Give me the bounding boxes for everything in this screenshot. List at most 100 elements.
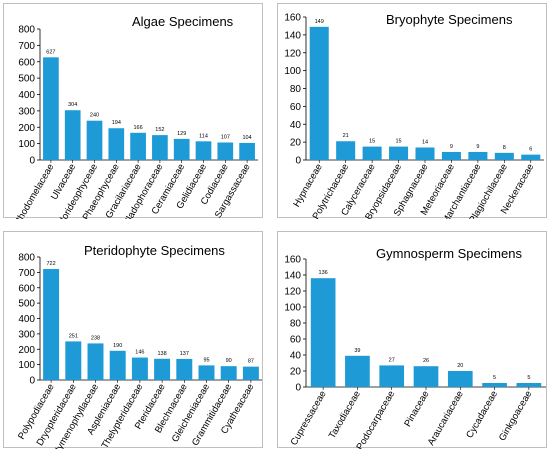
- bar: [176, 358, 193, 380]
- data-label: 627: [46, 49, 55, 55]
- bar: [494, 152, 514, 160]
- y-tick-label: 100: [284, 66, 301, 77]
- y-tick-label: 80: [290, 319, 302, 330]
- y-tick-label: 700: [18, 268, 35, 279]
- y-tick-label: 0: [29, 156, 35, 167]
- y-tick-label: 200: [18, 123, 35, 134]
- data-label: 15: [369, 139, 375, 145]
- y-tick-label: 300: [18, 106, 35, 117]
- y-tick-label: 300: [18, 329, 35, 340]
- bar: [447, 371, 473, 387]
- x-tick-label: Rhodomelaceae: [12, 162, 56, 219]
- bar: [64, 110, 81, 160]
- y-tick-label: 100: [18, 360, 35, 371]
- y-tick-label: 140: [284, 30, 301, 41]
- data-label: 14: [422, 139, 428, 145]
- chart-svg: Pteridophyte Specimens 0 100 200 300 400 500 60…: [16, 243, 262, 449]
- bar: [239, 142, 255, 160]
- data-label: 9: [476, 144, 479, 150]
- data-label: 104: [243, 135, 252, 141]
- bar: [482, 383, 507, 387]
- data-label: 137: [180, 351, 189, 357]
- bar: [336, 141, 356, 160]
- bar: [195, 141, 212, 160]
- y-tick-label: 160: [284, 255, 301, 266]
- data-label: 166: [134, 125, 143, 131]
- data-label: 87: [248, 359, 254, 365]
- data-label: 238: [91, 335, 100, 341]
- data-label: 21: [343, 133, 349, 139]
- y-tick-label: 200: [18, 345, 35, 356]
- data-label: 114: [199, 133, 208, 139]
- bar: [516, 383, 542, 387]
- chart-title: Pteridophyte Specimens: [84, 243, 225, 258]
- y-tick-label: 100: [18, 139, 35, 150]
- bar: [389, 146, 409, 160]
- data-label: 9: [450, 144, 453, 150]
- bar: [309, 26, 329, 160]
- y-tick-label: 600: [18, 283, 35, 294]
- chart-title: Gymnosperm Specimens: [376, 246, 522, 261]
- chart-panel-bryophyte: Bryophyte Specimens 0 20 40 60 80 100 120 140 160…: [277, 3, 547, 219]
- data-label: 15: [395, 139, 401, 145]
- y-tick-label: 800: [18, 253, 35, 264]
- bar: [130, 132, 146, 160]
- data-label: 129: [177, 131, 186, 137]
- y-tick-label: 20: [290, 138, 302, 149]
- bar: [521, 154, 541, 160]
- data-label: 251: [69, 333, 78, 339]
- chart-svg: Gymnosperm Specimens 0 20 40 60 80 100 120 140 16…: [284, 246, 546, 449]
- y-tick-label: 800: [18, 25, 35, 36]
- chart-svg: Bryophyte Specimens 0 20 40 60 80 100 120 140 160…: [284, 12, 544, 219]
- data-label: 190: [113, 343, 122, 349]
- bar: [345, 355, 370, 387]
- data-label: 26: [423, 358, 429, 364]
- bar: [43, 268, 60, 380]
- chart-svg: Algae Specimens 0 100 200 300 400 500 600 700 800…: [12, 14, 258, 219]
- bar: [154, 358, 171, 380]
- bar: [152, 135, 168, 160]
- bar: [198, 365, 215, 380]
- y-tick-label: 60: [290, 102, 302, 113]
- bar: [87, 343, 104, 380]
- bar: [43, 57, 59, 160]
- bar: [310, 278, 336, 387]
- y-tick-label: 40: [290, 351, 302, 362]
- y-tick-label: 700: [18, 41, 35, 52]
- data-label: 8: [503, 145, 506, 151]
- y-tick-label: 0: [295, 383, 301, 394]
- bar: [173, 138, 190, 160]
- y-tick-label: 100: [284, 303, 301, 314]
- chart-panel-pteridophyte: Pteridophyte Specimens 0 100 200 300 400 500 60…: [3, 231, 263, 449]
- data-label: 194: [112, 120, 121, 126]
- y-tick-label: 140: [284, 271, 301, 282]
- y-tick-label: 0: [295, 156, 301, 167]
- bar: [86, 120, 103, 160]
- bar: [109, 350, 126, 380]
- bar: [379, 365, 405, 387]
- y-tick-label: 40: [290, 120, 302, 131]
- y-tick-label: 500: [18, 74, 35, 85]
- y-tick-label: 80: [290, 84, 302, 95]
- x-tick-label: Taxodiaceae: [327, 389, 363, 441]
- x-tick-label: Cycadaceae: [464, 389, 500, 440]
- x-tick-label: Pinaceae: [402, 389, 431, 429]
- bar: [362, 146, 382, 160]
- data-label: 95: [203, 357, 209, 363]
- data-label: 39: [354, 348, 360, 354]
- x-tick-label: Araucariaceae: [426, 389, 466, 448]
- chart-title: Bryophyte Specimens: [386, 12, 513, 27]
- data-label: 240: [90, 113, 99, 119]
- data-label: 6: [529, 147, 532, 153]
- bar: [217, 142, 234, 160]
- y-tick-label: 20: [290, 367, 302, 378]
- chart-panel-gymnosperm: Gymnosperm Specimens 0 20 40 60 80 100 120 140 16…: [277, 231, 547, 449]
- data-label: 5: [493, 375, 496, 381]
- y-tick-label: 400: [18, 314, 35, 325]
- x-tick-label: Cupressaceae: [289, 389, 329, 448]
- chart-title: Algae Specimens: [132, 14, 234, 29]
- bar: [242, 366, 259, 380]
- y-tick-label: 0: [29, 376, 35, 387]
- data-label: 27: [389, 357, 395, 363]
- data-label: 136: [319, 270, 328, 276]
